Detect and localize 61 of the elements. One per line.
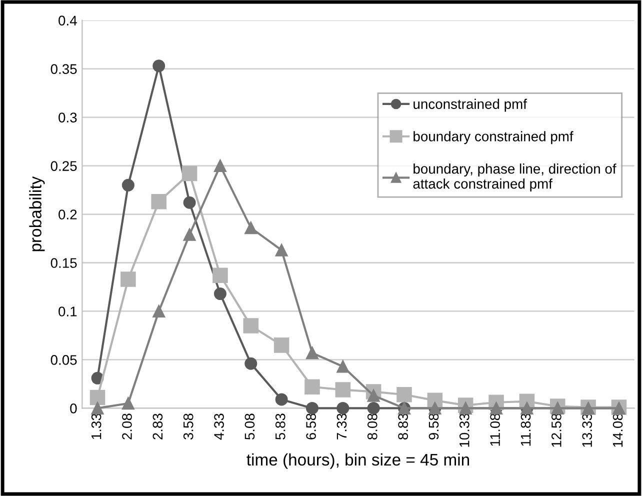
x-tick-label: 12.58	[552, 414, 562, 447]
point	[151, 194, 166, 210]
y-tick-label: 0.4	[58, 16, 77, 26]
point	[214, 160, 226, 172]
point	[152, 304, 166, 318]
x-axis-title: time (hours), bin size = 45 min	[246, 453, 470, 469]
x-tick-label: 14.08	[612, 414, 623, 447]
point	[306, 346, 318, 360]
x-tick-label: 8.83	[398, 414, 408, 440]
y-tick-label: 0.15	[50, 258, 77, 268]
point	[182, 166, 198, 182]
point	[244, 222, 258, 234]
point	[274, 338, 290, 353]
x-tick-label: 11.83	[520, 414, 531, 446]
x-tick-label: 4.33	[214, 414, 224, 440]
point	[91, 402, 104, 414]
point	[214, 288, 226, 300]
point	[306, 402, 318, 414]
y-axis-title: probability	[29, 176, 45, 252]
point	[244, 357, 258, 370]
point	[335, 382, 351, 398]
point	[336, 360, 350, 373]
y-tick-label: 0.3	[58, 112, 77, 122]
point	[122, 397, 134, 410]
point	[336, 402, 350, 414]
point	[183, 196, 196, 209]
x-tick-label: 6.58	[306, 414, 316, 440]
x-tick-label: 3.58	[183, 414, 194, 440]
point	[396, 386, 412, 402]
point	[367, 389, 380, 402]
point	[120, 272, 136, 287]
point	[122, 178, 134, 192]
x-tick-label: 5.83	[275, 414, 286, 440]
point	[367, 402, 380, 414]
legend-label: boundary constrained pmf	[414, 131, 574, 144]
x-tick-label: 5.08	[244, 414, 255, 440]
point	[304, 379, 320, 395]
point	[183, 228, 196, 241]
legend-label: unconstrained pmf	[414, 98, 527, 112]
legend-label: boundary, phase line, direction of attack constrained pmf	[413, 164, 616, 192]
x-tick-label: 9.58	[428, 414, 439, 440]
y-tick-label: 0.35	[50, 64, 77, 74]
point	[243, 318, 259, 334]
y-tick-label: 0.2	[58, 210, 77, 220]
x-tick-label: 2.08	[122, 414, 132, 440]
y-tick-label: 0.05	[50, 355, 77, 365]
x-tick-label: 1.33	[91, 414, 102, 440]
point	[152, 60, 166, 72]
point	[90, 390, 106, 406]
y-tick-label: 0.25	[50, 161, 77, 171]
x-tick-label: 2.83	[152, 414, 163, 440]
x-tick-label: 8.08	[367, 414, 378, 440]
x-tick-label: 13.33	[582, 414, 592, 447]
y-tick-label: 0.1	[58, 306, 77, 316]
x-tick-label: 10.33	[459, 414, 470, 447]
point	[212, 268, 228, 283]
point	[275, 393, 288, 406]
x-tick-label: 11.08	[490, 414, 500, 446]
point	[275, 244, 288, 256]
x-tick-label: 7.33	[336, 414, 347, 440]
y-tick-label: 0	[70, 404, 77, 414]
